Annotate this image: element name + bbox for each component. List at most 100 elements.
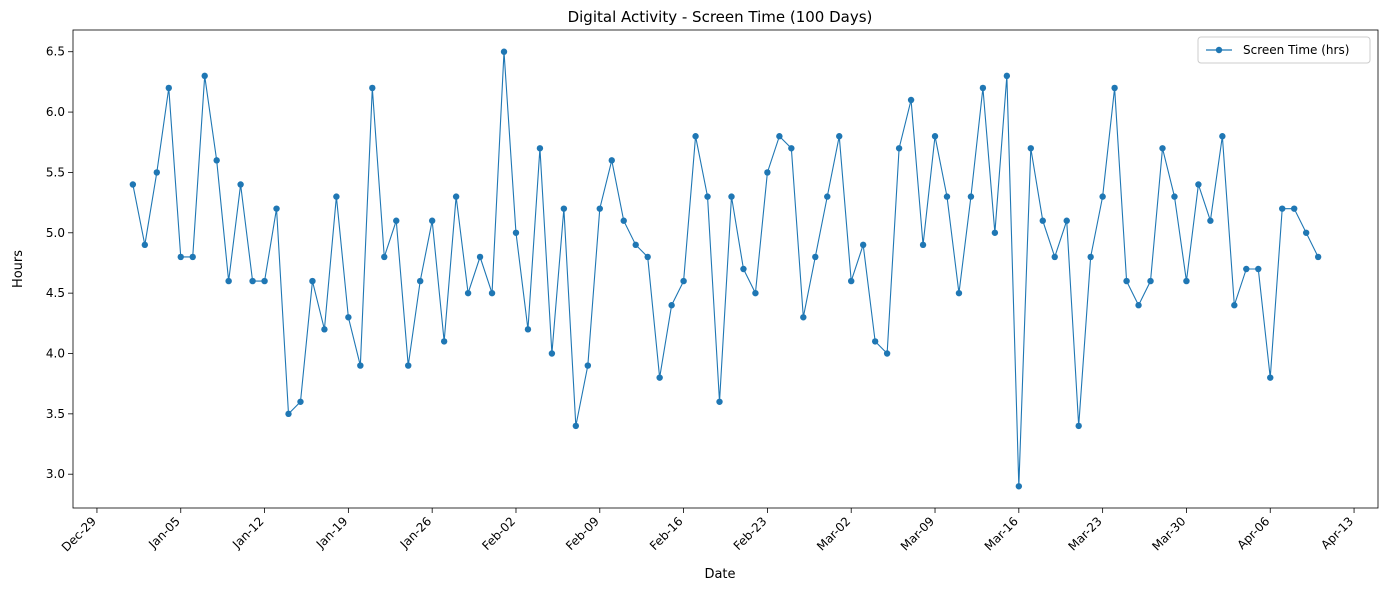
y-tick-label: 6.0	[46, 105, 65, 119]
data-point	[824, 193, 831, 200]
data-point	[321, 326, 328, 333]
data-point	[225, 277, 232, 285]
data-point	[333, 193, 340, 200]
data-point	[812, 253, 819, 261]
data-point	[1123, 277, 1130, 285]
data-point	[560, 205, 568, 212]
y-tick-label: 3.5	[46, 407, 65, 421]
data-point	[895, 145, 903, 152]
data-point	[393, 217, 400, 224]
y-axis-label: Hours	[11, 250, 26, 288]
data-point	[1051, 253, 1058, 261]
data-point	[405, 362, 412, 369]
data-point	[1183, 277, 1190, 285]
x-axis-label: Date	[704, 567, 735, 582]
data-point	[728, 193, 735, 200]
data-point	[764, 169, 771, 176]
data-point	[153, 169, 161, 176]
data-point	[369, 84, 376, 92]
data-point	[907, 96, 915, 104]
x-tick-label: Jan-19	[313, 514, 351, 552]
data-point	[871, 338, 879, 345]
data-point	[213, 157, 220, 164]
x-tick-label: Jan-26	[397, 514, 435, 552]
data-point	[1099, 193, 1106, 200]
x-tick-label: Apr-13	[1318, 514, 1356, 552]
legend-label: Screen Time (hrs)	[1243, 43, 1349, 57]
data-point	[1087, 253, 1094, 261]
data-point	[572, 422, 580, 430]
data-point	[848, 277, 855, 285]
data-point	[1135, 302, 1142, 309]
x-tick-label: Jan-12	[229, 514, 267, 552]
x-tick-label: Mar-16	[982, 514, 1021, 553]
data-point	[476, 253, 484, 261]
data-point	[165, 84, 172, 92]
data-point	[357, 362, 364, 369]
data-point	[1111, 84, 1118, 92]
data-point	[967, 193, 975, 200]
data-point	[1027, 145, 1035, 152]
y-tick-label: 5.0	[46, 226, 65, 240]
data-point	[1243, 265, 1250, 273]
x-tick-label: Mar-30	[1149, 514, 1188, 553]
data-point	[1255, 265, 1262, 273]
data-point	[249, 277, 256, 285]
legend-marker-swatch	[1215, 46, 1223, 54]
y-axis: 3.0 3.5 4.0 4.5 5.0 5.5 6.0 6.5	[46, 45, 73, 481]
data-point	[309, 277, 316, 285]
data-point	[776, 133, 783, 140]
data-point	[345, 314, 352, 321]
data-point	[189, 253, 196, 261]
data-point	[883, 350, 891, 357]
data-point	[991, 229, 999, 236]
data-point	[500, 48, 508, 55]
x-axis: Dec-29 Jan-05 Jan-12 Jan-19 Jan-26 Feb-02 Feb-…	[59, 508, 1356, 554]
chart-title: Digital Activity - Screen Time (100 Days…	[568, 8, 873, 26]
y-tick-label: 5.5	[46, 165, 65, 179]
data-point	[1290, 205, 1298, 212]
data-point	[919, 241, 927, 249]
data-point	[620, 217, 627, 224]
x-tick-label: Dec-29	[59, 514, 99, 554]
data-point	[1231, 302, 1238, 309]
data-point	[1171, 193, 1178, 200]
data-point	[740, 265, 747, 273]
data-point	[692, 133, 699, 140]
data-point	[668, 302, 675, 309]
data-point	[1147, 277, 1154, 285]
data-point	[428, 217, 436, 224]
x-tick-label: Mar-23	[1066, 514, 1105, 553]
legend-box	[1197, 36, 1371, 64]
data-point	[800, 314, 807, 321]
data-point	[237, 181, 244, 188]
data-point	[261, 277, 268, 285]
y-tick-label: 4.5	[46, 286, 65, 300]
data-point	[979, 84, 987, 92]
x-tick-label: Mar-02	[814, 514, 853, 553]
x-tick-label: Feb-23	[731, 514, 770, 553]
data-point	[548, 350, 556, 357]
x-tick-label: Feb-16	[647, 514, 686, 553]
data-point	[177, 253, 184, 261]
data-point	[1195, 181, 1202, 188]
plot-area	[72, 29, 1379, 509]
data-point	[524, 326, 532, 333]
series-layer	[129, 48, 1322, 490]
data-point	[417, 277, 424, 285]
data-point	[836, 133, 843, 140]
data-point	[632, 241, 639, 249]
data-point	[704, 193, 711, 200]
data-point	[931, 133, 939, 140]
legend: Screen Time (hrs)	[1197, 36, 1371, 64]
data-point	[1015, 483, 1023, 490]
data-point	[452, 193, 460, 200]
data-point	[512, 229, 520, 236]
data-point	[141, 241, 149, 249]
data-point	[1003, 72, 1011, 80]
data-point	[1075, 422, 1082, 430]
y-tick-label: 4.0	[46, 346, 65, 360]
data-point	[680, 277, 687, 285]
data-point	[201, 72, 208, 80]
